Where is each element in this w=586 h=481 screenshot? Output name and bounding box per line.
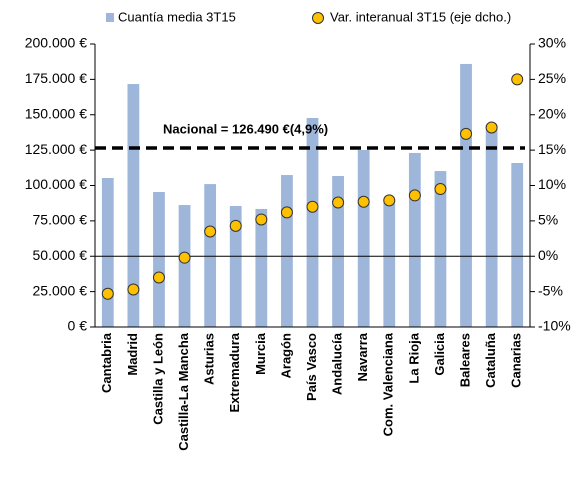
y2-tick-label: 10% bbox=[538, 176, 566, 192]
y2-tick-label: 15% bbox=[538, 141, 566, 157]
x-tick-label: Aragón bbox=[278, 333, 293, 379]
bar bbox=[460, 63, 472, 327]
dot bbox=[460, 127, 473, 140]
bar bbox=[229, 206, 242, 327]
y-tick-label: 50.000 € bbox=[33, 247, 88, 263]
x-tick-label: Extremadura bbox=[227, 332, 242, 412]
x-tick-label: Cataluña bbox=[483, 332, 498, 388]
x-tick-label: La Rioja bbox=[406, 332, 421, 383]
bar bbox=[485, 124, 498, 327]
bar bbox=[127, 84, 140, 328]
x-tick-label: Castilla-La Mancha bbox=[176, 332, 191, 451]
dot bbox=[280, 206, 293, 219]
bar bbox=[383, 198, 396, 327]
x-tick-label: Castilla y León bbox=[150, 333, 165, 425]
dot bbox=[152, 271, 165, 284]
y-tick-label: 25.000 € bbox=[33, 282, 88, 298]
y-tick-label: 0 € bbox=[68, 318, 88, 334]
dot bbox=[101, 287, 114, 300]
bar bbox=[408, 152, 421, 327]
dot bbox=[408, 189, 421, 202]
y-tick-label: 150.000 € bbox=[25, 105, 87, 121]
dot bbox=[332, 196, 345, 209]
y-tick-label: 100.000 € bbox=[25, 176, 87, 192]
dot bbox=[204, 225, 217, 238]
bar bbox=[357, 149, 370, 327]
x-tick-label: Andalucía bbox=[330, 332, 345, 395]
y-tick-label: 125.000 € bbox=[25, 141, 87, 157]
dot bbox=[178, 251, 191, 264]
dot bbox=[434, 183, 447, 196]
y2-tick-label: -10% bbox=[538, 318, 571, 334]
y2-tick-label: 20% bbox=[538, 105, 566, 121]
legend-swatch bbox=[106, 13, 114, 22]
x-tick-label: Canarias bbox=[509, 333, 524, 388]
y2-tick-label: 30% bbox=[538, 35, 566, 51]
dot bbox=[229, 219, 242, 232]
dot bbox=[383, 194, 396, 207]
bar bbox=[511, 163, 524, 327]
dot bbox=[511, 73, 524, 86]
x-tick-label: Asturias bbox=[202, 333, 217, 385]
y2-tick-label: -5% bbox=[538, 282, 563, 298]
bar bbox=[255, 208, 268, 327]
x-tick-label: Murcia bbox=[253, 332, 268, 375]
legend-label: Var. interanual 3T15 (eje dcho.) bbox=[330, 9, 511, 24]
y-tick-label: 200.000 € bbox=[25, 35, 87, 51]
bar bbox=[101, 178, 114, 327]
x-tick-label: Cantabria bbox=[99, 332, 114, 393]
x-tick-label: Baleares bbox=[457, 333, 472, 387]
dot bbox=[357, 195, 370, 208]
x-tick-label: Madrid bbox=[125, 333, 140, 376]
y-tick-label: 75.000 € bbox=[33, 212, 88, 228]
dot bbox=[306, 200, 319, 213]
bar bbox=[204, 184, 217, 327]
dot bbox=[485, 121, 498, 134]
bar bbox=[281, 175, 293, 327]
reference-label: Nacional = 126.490 €(4,9%) bbox=[163, 121, 328, 136]
x-tick-label: Com. Valenciana bbox=[381, 332, 396, 436]
dot bbox=[255, 213, 268, 226]
bar bbox=[332, 176, 344, 327]
bar bbox=[306, 118, 319, 327]
bar bbox=[153, 192, 165, 327]
x-tick-label: Galicia bbox=[432, 332, 447, 375]
y2-tick-label: 0% bbox=[538, 247, 558, 263]
bar bbox=[434, 171, 447, 327]
y-tick-label: 175.000 € bbox=[25, 70, 87, 86]
x-tick-label: Navarra bbox=[355, 332, 370, 381]
y2-tick-label: 25% bbox=[538, 70, 566, 86]
bar bbox=[178, 205, 191, 327]
dot bbox=[127, 283, 140, 296]
legend-dot bbox=[312, 12, 324, 24]
y2-tick-label: 5% bbox=[538, 212, 558, 228]
x-tick-label: País Vasco bbox=[304, 333, 319, 401]
legend-label: Cuantía media 3T15 bbox=[118, 9, 236, 24]
